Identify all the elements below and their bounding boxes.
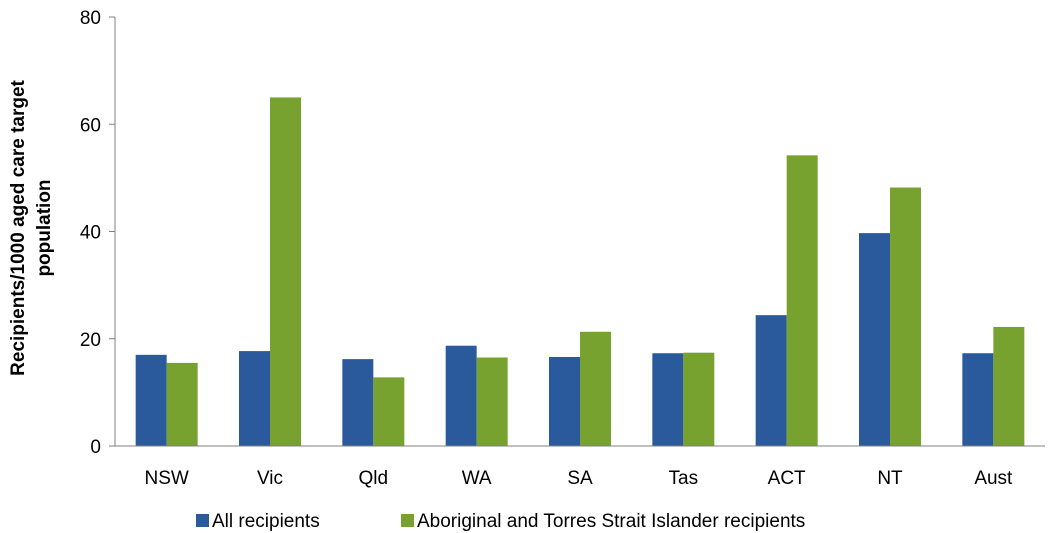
y-tick-label: 20 [80,330,101,351]
bar-all-qld [342,359,374,446]
x-tick-label: SA [567,468,593,489]
legend-swatch-1 [401,514,414,527]
y-axis-title-line-2: population [34,179,55,276]
x-tick-label: ACT [768,468,806,489]
x-tick-label: Aust [974,468,1013,489]
y-tick-label: 60 [80,115,101,136]
bar-all-sa [549,356,580,446]
bars [135,97,1025,447]
y-tick-label: 40 [80,223,101,244]
bar-all-nt [859,233,890,446]
legend: All recipients Aboriginal and Torres Stra… [196,511,805,532]
bar-all-tas [652,353,684,446]
x-tick-label: Qld [359,468,389,489]
bar-atsi-sa [580,331,611,446]
x-tick-label: Vic [257,468,283,489]
bar-atsi-aust [993,326,1025,446]
bar-atsi-tas [683,352,715,446]
bar-all-vic [239,351,270,446]
y-axis-ticks: 0 20 40 60 80 [80,8,115,458]
bar-all-act [755,315,787,446]
x-tick-label: WA [462,468,492,489]
x-axis-ticks: NSW Vic Qld WA SA Tas ACT NT Aust [145,468,1014,489]
bar-all-aust [962,353,994,446]
x-tick-label: NSW [145,468,189,489]
bar-atsi-act [786,155,818,447]
legend-label-0: All recipients [212,511,320,532]
bar-atsi-vic [270,97,301,446]
bar-all-nsw [135,354,167,446]
y-axis-title-line-1: Recipients/1000 aged care target [8,79,29,375]
legend-swatch-0 [196,514,209,527]
bar-all-wa [445,345,477,446]
bar-atsi-wa [476,357,508,446]
bar-atsi-nsw [166,362,198,446]
bar-atsi-nt [890,187,921,446]
legend-label-1: Aboriginal and Torres Strait Islander re… [417,511,805,532]
axes [114,17,1045,447]
x-tick-label: NT [877,468,903,489]
y-tick-label: 80 [80,8,101,29]
x-tick-label: Tas [669,468,699,489]
y-axis-title: Recipients/1000 aged care target populat… [8,79,55,375]
y-tick-label: 0 [90,437,101,458]
bar-atsi-qld [373,377,405,446]
